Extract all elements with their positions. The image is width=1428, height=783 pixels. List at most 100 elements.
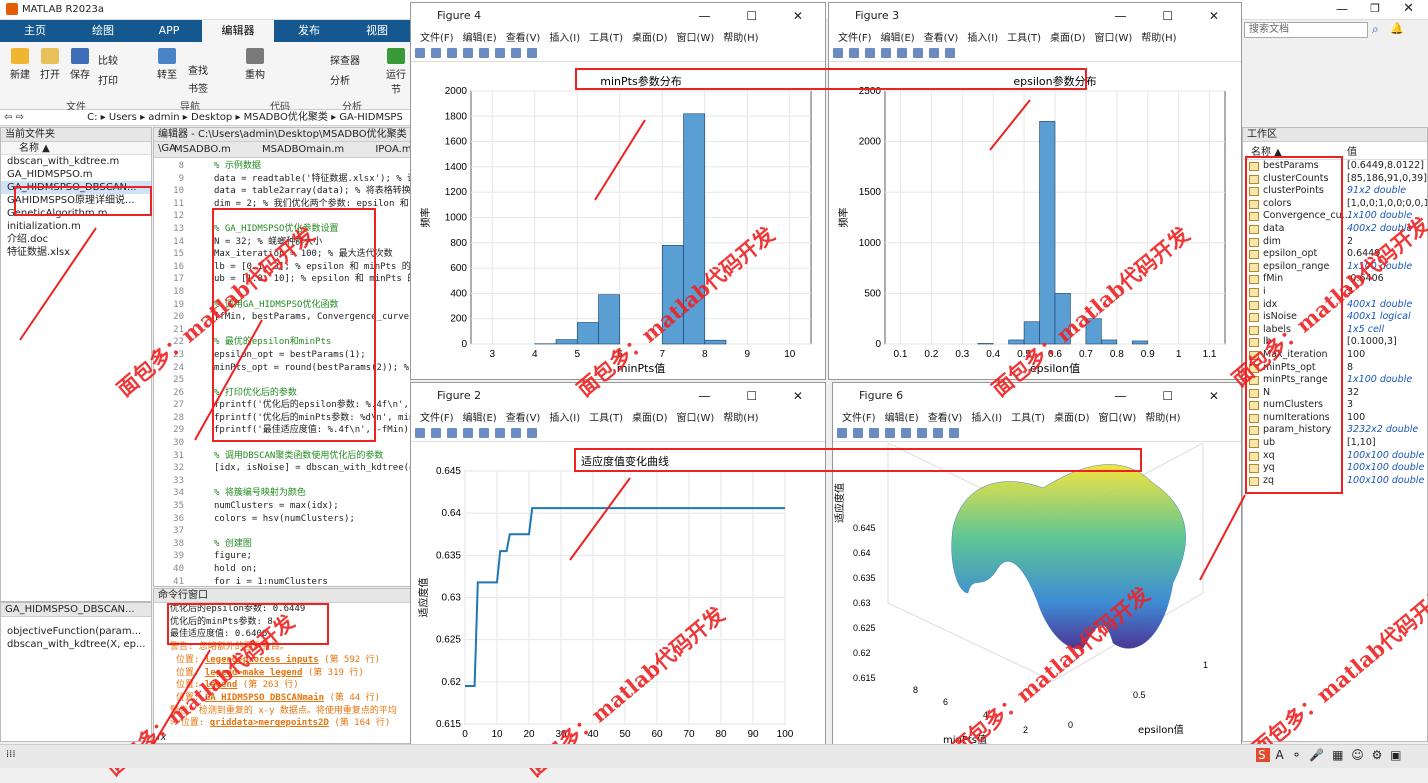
menu-desktop[interactable]: 桌面(D) (1050, 33, 1086, 44)
figure-toolbar[interactable] (833, 425, 1241, 442)
code-line[interactable]: % 将簇编号映射为颜色 (214, 487, 410, 500)
code-line[interactable]: numClusters = max(idx); (214, 500, 410, 513)
code-line[interactable]: hold on; (214, 563, 410, 576)
ws-col-value[interactable]: 值 (1347, 146, 1357, 160)
menu-view[interactable]: 查看(V) (506, 413, 541, 424)
code-line[interactable]: [idx, isNoise] = dbscan_with_kdtree(data (214, 462, 410, 475)
editor-tab[interactable]: MSADBO.m (174, 144, 231, 155)
save-button[interactable]: 保存 (66, 48, 94, 81)
menu-window[interactable]: 窗口(W) (677, 33, 715, 44)
figure-toolbar[interactable] (411, 45, 825, 62)
menu-view[interactable]: 查看(V) (928, 413, 963, 424)
menu-help[interactable]: 帮助(H) (723, 413, 758, 424)
tab-view[interactable]: 视图 (344, 20, 410, 42)
menu-edit[interactable]: 编辑(E) (463, 413, 497, 424)
figure-toolbar[interactable] (829, 45, 1241, 62)
path-bar[interactable]: ⇦ ⇨ C: ▸ Users ▸ admin ▸ Desktop ▸ MSADB… (0, 110, 410, 126)
editor-tab[interactable]: MSADBOmain.m (262, 144, 344, 155)
open-button[interactable]: 打开 (36, 48, 64, 81)
tab-home[interactable]: 主页 (0, 20, 70, 42)
bell-icon[interactable]: 🔔 (1390, 22, 1404, 35)
code-line[interactable] (214, 525, 410, 538)
menu-file[interactable]: 文件(F) (838, 33, 872, 44)
file-col-header[interactable]: 名称 ▲ (1, 142, 151, 155)
y-tick-label: 200 (450, 314, 467, 325)
print-button[interactable]: 打印 (98, 72, 140, 87)
refactor-button[interactable]: 重构 (240, 48, 270, 81)
input-method-icon[interactable]: S (1256, 748, 1270, 762)
editor-tab[interactable]: IPOA.m (375, 144, 411, 155)
code-line[interactable]: figure; (214, 550, 410, 563)
menu-help[interactable]: 帮助(H) (1145, 413, 1180, 424)
code-line[interactable]: colors = hsv(numClusters); (214, 513, 410, 526)
file-item[interactable]: initialization.m (1, 220, 151, 233)
menu-view[interactable]: 查看(V) (506, 33, 541, 44)
menu-tools[interactable]: 工具(T) (1011, 413, 1045, 424)
profiler-button[interactable]: 探查器 (330, 52, 374, 67)
menu-view[interactable]: 查看(V) (924, 33, 959, 44)
menu-file[interactable]: 文件(F) (420, 33, 454, 44)
tab-publish[interactable]: 发布 (274, 20, 344, 42)
window-controls[interactable]: — ☐ ✕ (699, 3, 819, 29)
run-section-button[interactable]: 运行节 (384, 48, 408, 96)
analyze-button[interactable]: 分析 (330, 72, 374, 87)
bookmark-button[interactable]: 书签 (188, 80, 228, 95)
tab-apps[interactable]: APP (136, 20, 202, 42)
code-line[interactable]: % 调用DBSCAN聚类函数使用优化后的参数 (214, 450, 410, 463)
code-line[interactable]: data = table2array(data); % 将表格转换为矩 (214, 185, 410, 198)
menu-insert[interactable]: 插入(I) (967, 33, 998, 44)
file-item[interactable]: dbscan_with_kdtree.m (1, 155, 151, 168)
menu-help[interactable]: 帮助(H) (723, 33, 758, 44)
menu-window[interactable]: 窗口(W) (1099, 413, 1137, 424)
menu-tools[interactable]: 工具(T) (589, 33, 623, 44)
close-icon[interactable]: ✕ (1403, 1, 1414, 16)
cmd-link[interactable]: GA_HIDMSPSO_DBSCANmain (205, 693, 324, 703)
window-controls[interactable]: — ☐ ✕ (1115, 383, 1235, 409)
menu-window[interactable]: 窗口(W) (1095, 33, 1133, 44)
menu-help[interactable]: 帮助(H) (1141, 33, 1176, 44)
code-line[interactable]: for i = 1:numClusters (214, 576, 410, 589)
function-item[interactable]: objectiveFunction(param... (1, 625, 151, 638)
window-controls[interactable]: — ☐ ✕ (699, 383, 819, 409)
back-icon[interactable]: ⇦ ⇨ (4, 112, 24, 123)
menu-edit[interactable]: 编辑(E) (463, 33, 497, 44)
y-tick-label: 1500 (859, 187, 882, 198)
menu-file[interactable]: 文件(F) (420, 413, 454, 424)
cmd-link[interactable]: griddata>mergepoints2D (210, 718, 329, 728)
menu-tools[interactable]: 工具(T) (1007, 33, 1041, 44)
tray-icons[interactable]: S A ⚬ 🎤 ▦ ☺ ⚙ ▣ (1256, 748, 1424, 766)
code-line[interactable]: % 创建图 (214, 538, 410, 551)
file-item[interactable]: 介绍.doc (1, 233, 151, 246)
file-item[interactable]: 特征数据.xlsx (1, 246, 151, 259)
compare-button[interactable]: 比较 (98, 52, 140, 67)
menu-desktop[interactable]: 桌面(D) (632, 413, 668, 424)
menu-desktop[interactable]: 桌面(D) (632, 33, 668, 44)
menu-file[interactable]: 文件(F) (842, 413, 876, 424)
goto-button[interactable]: 转至 (152, 48, 182, 81)
figure-toolbar[interactable] (411, 425, 825, 442)
menu-insert[interactable]: 插入(I) (549, 33, 580, 44)
search-icon[interactable]: ⌕ (1372, 22, 1379, 37)
tab-editor[interactable]: 编辑器 (202, 20, 274, 42)
menu-edit[interactable]: 编辑(E) (881, 33, 915, 44)
menu-insert[interactable]: 插入(I) (549, 413, 580, 424)
function-item[interactable]: dbscan_with_kdtree(X, ep... (1, 638, 151, 651)
file-item[interactable]: GA_HIDMSPSO.m (1, 168, 151, 181)
code-line[interactable]: % 示例数据 (214, 160, 410, 173)
menu-edit[interactable]: 编辑(E) (885, 413, 919, 424)
window-controls[interactable]: — ☐ ✕ (1115, 3, 1235, 29)
menu-insert[interactable]: 插入(I) (971, 413, 1002, 424)
menu-window[interactable]: 窗口(W) (677, 413, 715, 424)
maximize-icon[interactable]: ❐ (1370, 2, 1380, 15)
find-button[interactable]: 查找 (188, 62, 228, 77)
menu-desktop[interactable]: 桌面(D) (1054, 413, 1090, 424)
tab-plots[interactable]: 绘图 (70, 20, 136, 42)
code-line[interactable]: data = readtable('特征数据.xlsx'); % 读取E (214, 173, 410, 186)
search-docs-input[interactable]: 搜索文档 (1244, 22, 1368, 38)
new-button[interactable]: 新建 (6, 48, 34, 81)
y-tick: 8 (913, 685, 918, 695)
minimize-icon[interactable]: — (1336, 2, 1348, 16)
var-value: [0.1000,3] (1347, 336, 1397, 349)
menu-tools[interactable]: 工具(T) (589, 413, 623, 424)
code-line[interactable] (214, 475, 410, 488)
